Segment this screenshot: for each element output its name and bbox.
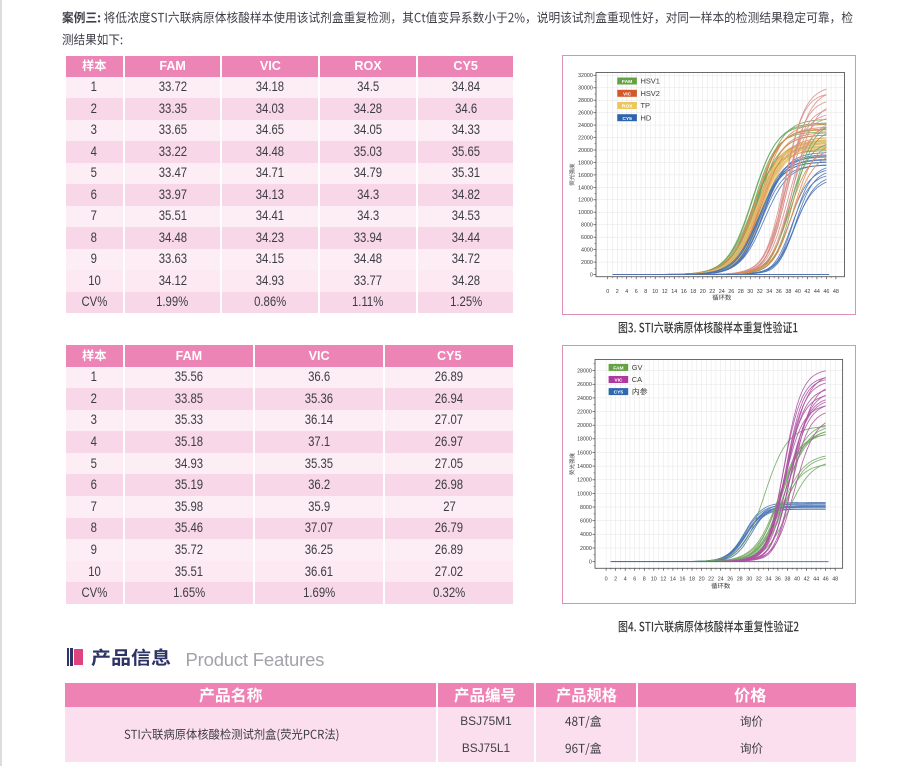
svg-text:6: 6 bbox=[635, 289, 638, 295]
svg-text:CY5: CY5 bbox=[622, 116, 632, 122]
svg-text:8: 8 bbox=[643, 576, 646, 582]
svg-text:HSV2: HSV2 bbox=[641, 89, 660, 98]
svg-text:42: 42 bbox=[804, 576, 810, 582]
svg-text:32000: 32000 bbox=[578, 73, 593, 79]
svg-text:22000: 22000 bbox=[578, 136, 593, 142]
svg-text:18: 18 bbox=[690, 289, 696, 295]
svg-text:18000: 18000 bbox=[578, 160, 593, 166]
svg-text:44: 44 bbox=[814, 289, 820, 295]
svg-text:26: 26 bbox=[728, 289, 734, 295]
svg-text:12000: 12000 bbox=[577, 478, 592, 484]
svg-text:32: 32 bbox=[756, 576, 762, 582]
svg-text:24: 24 bbox=[719, 289, 725, 295]
svg-text:12000: 12000 bbox=[578, 198, 593, 204]
svg-text:40: 40 bbox=[795, 289, 801, 295]
svg-text:10000: 10000 bbox=[578, 210, 593, 216]
svg-text:20: 20 bbox=[700, 289, 706, 295]
svg-text:28: 28 bbox=[737, 576, 743, 582]
svg-text:4000: 4000 bbox=[581, 248, 593, 254]
svg-text:30: 30 bbox=[747, 289, 753, 295]
svg-text:8000: 8000 bbox=[581, 223, 593, 229]
svg-text:VIC: VIC bbox=[623, 91, 632, 97]
svg-text:14000: 14000 bbox=[577, 464, 592, 470]
svg-text:12: 12 bbox=[660, 576, 666, 582]
svg-text:18: 18 bbox=[689, 576, 695, 582]
svg-text:GV: GV bbox=[632, 363, 643, 372]
svg-text:2: 2 bbox=[616, 289, 619, 295]
svg-text:14000: 14000 bbox=[578, 185, 593, 191]
svg-text:FAM: FAM bbox=[613, 366, 623, 372]
svg-text:12: 12 bbox=[662, 289, 668, 295]
svg-text:16000: 16000 bbox=[578, 173, 593, 179]
svg-text:38: 38 bbox=[785, 576, 791, 582]
svg-text:22000: 22000 bbox=[577, 410, 592, 416]
svg-text:CA: CA bbox=[632, 375, 642, 384]
svg-text:48: 48 bbox=[832, 576, 838, 582]
svg-text:VIC: VIC bbox=[614, 378, 623, 384]
svg-text:24000: 24000 bbox=[578, 123, 593, 129]
svg-text:4000: 4000 bbox=[580, 532, 592, 538]
svg-text:ROX: ROX bbox=[622, 104, 633, 110]
svg-text:18000: 18000 bbox=[577, 437, 592, 443]
svg-text:8: 8 bbox=[644, 289, 647, 295]
svg-text:28000: 28000 bbox=[578, 98, 593, 104]
svg-text:2: 2 bbox=[614, 576, 617, 582]
svg-text:6000: 6000 bbox=[580, 519, 592, 525]
svg-text:10000: 10000 bbox=[577, 491, 592, 497]
svg-text:30: 30 bbox=[746, 576, 752, 582]
svg-text:44: 44 bbox=[813, 576, 819, 582]
svg-text:16000: 16000 bbox=[577, 450, 592, 456]
svg-text:0: 0 bbox=[605, 576, 608, 582]
svg-text:32: 32 bbox=[757, 289, 763, 295]
svg-text:30000: 30000 bbox=[578, 86, 593, 92]
svg-text:26000: 26000 bbox=[577, 382, 592, 388]
svg-text:16: 16 bbox=[681, 289, 687, 295]
svg-text:40: 40 bbox=[794, 576, 800, 582]
svg-text:14: 14 bbox=[670, 576, 676, 582]
svg-text:0: 0 bbox=[589, 560, 592, 566]
svg-text:0: 0 bbox=[590, 272, 593, 278]
svg-text:4: 4 bbox=[625, 289, 628, 295]
svg-text:6000: 6000 bbox=[581, 235, 593, 241]
svg-text:26: 26 bbox=[727, 576, 733, 582]
svg-text:28000: 28000 bbox=[577, 369, 592, 375]
svg-text:4: 4 bbox=[624, 576, 627, 582]
svg-text:6: 6 bbox=[633, 576, 636, 582]
svg-text:10: 10 bbox=[652, 289, 658, 295]
svg-text:2000: 2000 bbox=[580, 546, 592, 552]
svg-text:22: 22 bbox=[709, 289, 715, 295]
svg-text:FAM: FAM bbox=[622, 79, 632, 85]
svg-text:46: 46 bbox=[823, 576, 829, 582]
svg-text:24000: 24000 bbox=[577, 396, 592, 402]
svg-text:CY5: CY5 bbox=[614, 390, 624, 396]
svg-text:0: 0 bbox=[606, 289, 609, 295]
svg-text:36: 36 bbox=[776, 289, 782, 295]
svg-text:34: 34 bbox=[765, 576, 771, 582]
svg-text:38: 38 bbox=[785, 289, 791, 295]
svg-text:20000: 20000 bbox=[577, 423, 592, 429]
svg-text:HSV1: HSV1 bbox=[641, 77, 660, 86]
svg-text:2000: 2000 bbox=[581, 260, 593, 266]
svg-text:34: 34 bbox=[766, 289, 772, 295]
svg-text:28: 28 bbox=[738, 289, 744, 295]
svg-text:42: 42 bbox=[804, 289, 810, 295]
svg-text:46: 46 bbox=[823, 289, 829, 295]
svg-text:TP: TP bbox=[641, 101, 651, 110]
svg-text:26000: 26000 bbox=[578, 111, 593, 117]
svg-text:20: 20 bbox=[699, 576, 705, 582]
svg-text:48: 48 bbox=[833, 289, 839, 295]
svg-text:36: 36 bbox=[775, 576, 781, 582]
svg-text:22: 22 bbox=[708, 576, 714, 582]
svg-text:24: 24 bbox=[718, 576, 724, 582]
svg-text:10: 10 bbox=[651, 576, 657, 582]
svg-text:16: 16 bbox=[680, 576, 686, 582]
svg-text:14: 14 bbox=[671, 289, 677, 295]
svg-text:HD: HD bbox=[641, 114, 652, 123]
svg-text:8000: 8000 bbox=[580, 505, 592, 511]
svg-text:20000: 20000 bbox=[578, 148, 593, 154]
